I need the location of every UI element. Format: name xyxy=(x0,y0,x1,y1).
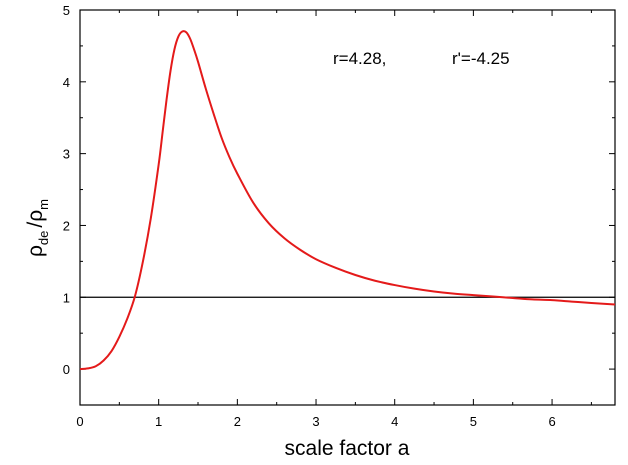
x-tick-label: 2 xyxy=(234,414,241,429)
y-axis-rho2: ρ xyxy=(24,210,47,222)
series-line xyxy=(79,30,616,371)
y-tick-label: 0 xyxy=(63,362,70,377)
y-axis-sub-de: de xyxy=(36,231,51,245)
y-axis-slash: / xyxy=(24,222,47,228)
y-axis-title: ρde/ρm xyxy=(24,199,51,257)
y-tick-label: 3 xyxy=(63,147,70,162)
x-tick-label: 6 xyxy=(548,414,555,429)
x-tick-label: 5 xyxy=(470,414,477,429)
svg-text:ρde/ρm: ρde/ρm xyxy=(24,199,51,257)
x-tick-label: 3 xyxy=(312,414,319,429)
y-tick-label: 2 xyxy=(63,218,70,233)
x-tick-label: 1 xyxy=(155,414,162,429)
y-tick-label: 5 xyxy=(63,3,70,18)
annotation-r: r=4.28, xyxy=(333,49,386,68)
y-axis-sub-m: m xyxy=(36,199,51,210)
annotation-r-prime: r'=-4.25 xyxy=(452,49,510,68)
x-tick-label: 0 xyxy=(76,414,83,429)
y-axis-rho1: ρ xyxy=(24,245,47,257)
y-tick-label: 4 xyxy=(63,75,70,90)
x-axis-title: scale factor a xyxy=(285,437,410,460)
axis-ticks xyxy=(79,9,615,406)
plot-frame xyxy=(79,9,616,406)
y-tick-label: 1 xyxy=(63,290,70,305)
tick-labels: 0 1 2 3 4 5 6 0 1 2 3 4 5 xyxy=(63,3,556,429)
x-tick-label: 4 xyxy=(391,414,398,429)
